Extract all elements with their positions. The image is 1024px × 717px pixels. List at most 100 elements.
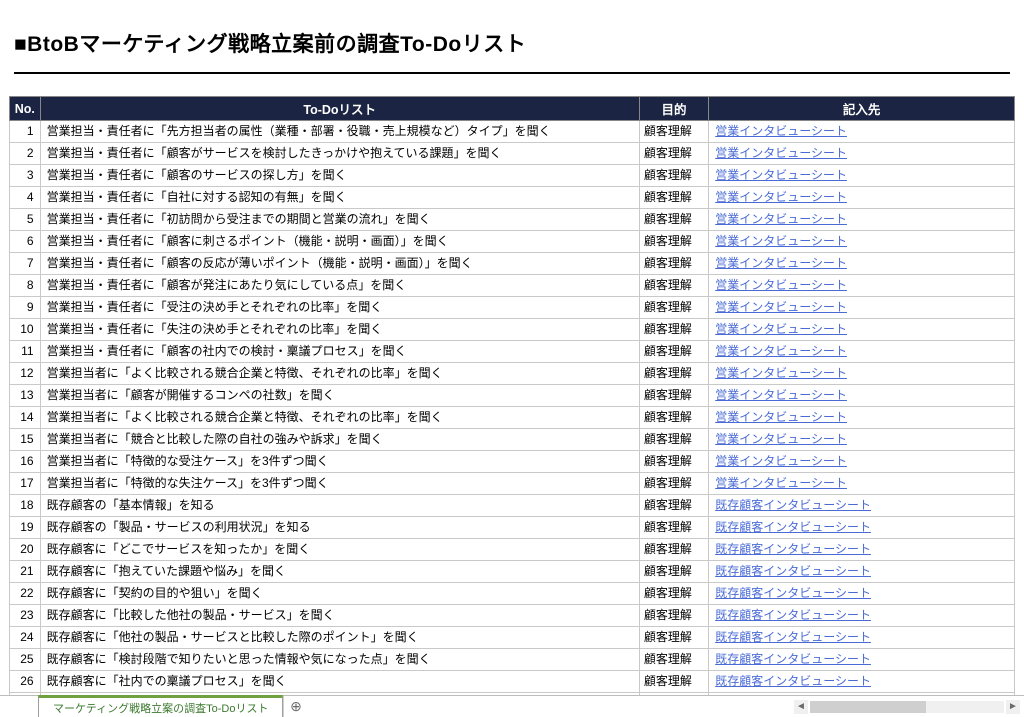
col-header-no: No. — [10, 97, 41, 121]
cell-purpose: 顧客理解 — [639, 649, 708, 671]
cell-link: 営業インタビューシート — [709, 253, 1015, 275]
table-row: 23既存顧客に「比較した他社の製品・サービス」を聞く顧客理解既存顧客インタビュー… — [10, 605, 1015, 627]
table-row: 19既存顧客の「製品・サービスの利用状況」を知る顧客理解既存顧客インタビューシー… — [10, 517, 1015, 539]
cell-link: 営業インタビューシート — [709, 209, 1015, 231]
link-destination[interactable]: 営業インタビューシート — [715, 190, 847, 204]
table-row: 21既存顧客に「抱えていた課題や悩み」を聞く顧客理解既存顧客インタビューシート — [10, 561, 1015, 583]
cell-no: 4 — [10, 187, 41, 209]
cell-purpose: 顧客理解 — [639, 583, 708, 605]
cell-purpose: 顧客理解 — [639, 517, 708, 539]
add-sheet-button[interactable]: ⊕ — [283, 696, 307, 717]
table-row: 3営業担当・責任者に「顧客のサービスの探し方」を聞く顧客理解営業インタビューシー… — [10, 165, 1015, 187]
scroll-thumb[interactable] — [810, 701, 926, 713]
cell-link: 営業インタビューシート — [709, 231, 1015, 253]
cell-purpose: 顧客理解 — [639, 451, 708, 473]
link-destination[interactable]: 営業インタビューシート — [715, 344, 847, 358]
link-destination[interactable]: 営業インタビューシート — [715, 168, 847, 182]
cell-purpose: 顧客理解 — [639, 253, 708, 275]
link-destination[interactable]: 営業インタビューシート — [715, 410, 847, 424]
horizontal-scrollbar[interactable]: ◄ ► — [794, 696, 1024, 717]
cell-link: 既存顧客インタビューシート — [709, 671, 1015, 693]
link-destination[interactable]: 既存顧客インタビューシート — [715, 542, 871, 556]
link-destination[interactable]: 営業インタビューシート — [715, 432, 847, 446]
cell-link: 既存顧客インタビューシート — [709, 627, 1015, 649]
cell-no: 23 — [10, 605, 41, 627]
table-row: 2営業担当・責任者に「顧客がサービスを検討したきっかけや抱えている課題」を聞く顧… — [10, 143, 1015, 165]
link-destination[interactable]: 既存顧客インタビューシート — [715, 652, 871, 666]
link-destination[interactable]: 営業インタビューシート — [715, 300, 847, 314]
cell-purpose: 顧客理解 — [639, 473, 708, 495]
table-row: 6営業担当・責任者に「顧客に刺さるポイント（機能・説明・画面）」を聞く顧客理解営… — [10, 231, 1015, 253]
cell-link: 既存顧客インタビューシート — [709, 583, 1015, 605]
cell-no: 7 — [10, 253, 41, 275]
table-header-row: No. To-Doリスト 目的 記入先 — [10, 97, 1015, 121]
link-destination[interactable]: 既存顧客インタビューシート — [715, 586, 871, 600]
table-row: 10営業担当・責任者に「失注の決め手とそれぞれの比率」を聞く顧客理解営業インタビ… — [10, 319, 1015, 341]
cell-todo: 営業担当・責任者に「自社に対する認知の有無」を聞く — [40, 187, 639, 209]
link-destination[interactable]: 営業インタビューシート — [715, 366, 847, 380]
link-destination[interactable]: 営業インタビューシート — [715, 212, 847, 226]
scroll-left-icon[interactable]: ◄ — [794, 700, 808, 714]
cell-no: 19 — [10, 517, 41, 539]
table-row: 12営業担当者に「よく比較される競合企業と特徴、それぞれの比率」を聞く顧客理解営… — [10, 363, 1015, 385]
cell-link: 営業インタビューシート — [709, 451, 1015, 473]
link-destination[interactable]: 既存顧客インタビューシート — [715, 608, 871, 622]
cell-link: 営業インタビューシート — [709, 121, 1015, 143]
scroll-track[interactable] — [810, 701, 1004, 713]
link-destination[interactable]: 営業インタビューシート — [715, 234, 847, 248]
cell-todo: 既存顧客に「比較した他社の製品・サービス」を聞く — [40, 605, 639, 627]
cell-purpose: 顧客理解 — [639, 275, 708, 297]
cell-no: 25 — [10, 649, 41, 671]
link-destination[interactable]: 既存顧客インタビューシート — [715, 498, 871, 512]
cell-todo: 既存顧客に「どこでサービスを知ったか」を聞く — [40, 539, 639, 561]
cell-link: 営業インタビューシート — [709, 363, 1015, 385]
link-destination[interactable]: 営業インタビューシート — [715, 388, 847, 402]
link-destination[interactable]: 営業インタビューシート — [715, 454, 847, 468]
cell-todo: 営業担当・責任者に「受注の決め手とそれぞれの比率」を聞く — [40, 297, 639, 319]
link-destination[interactable]: 営業インタビューシート — [715, 476, 847, 490]
cell-purpose: 顧客理解 — [639, 187, 708, 209]
cell-todo: 既存顧客の「基本情報」を知る — [40, 495, 639, 517]
table-row: 8営業担当・責任者に「顧客が発注にあたり気にしている点」を聞く顧客理解営業インタ… — [10, 275, 1015, 297]
sheet-tab-bar: マーケティング戦略立案の調査To-Doリスト ⊕ ◄ ► — [0, 695, 1024, 717]
cell-purpose: 顧客理解 — [639, 561, 708, 583]
link-destination[interactable]: 既存顧客インタビューシート — [715, 564, 871, 578]
cell-purpose: 顧客理解 — [639, 209, 708, 231]
link-destination[interactable]: 営業インタビューシート — [715, 256, 847, 270]
link-destination[interactable]: 営業インタビューシート — [715, 124, 847, 138]
cell-link: 既存顧客インタビューシート — [709, 539, 1015, 561]
cell-no: 16 — [10, 451, 41, 473]
cell-no: 8 — [10, 275, 41, 297]
cell-purpose: 顧客理解 — [639, 363, 708, 385]
link-destination[interactable]: 営業インタビューシート — [715, 322, 847, 336]
tab-bar-flex — [307, 696, 794, 717]
cell-purpose: 顧客理解 — [639, 143, 708, 165]
link-destination[interactable]: 営業インタビューシート — [715, 146, 847, 160]
cell-todo: 営業担当者に「よく比較される競合企業と特徴、それぞれの比率」を聞く — [40, 363, 639, 385]
table-row: 18既存顧客の「基本情報」を知る顧客理解既存顧客インタビューシート — [10, 495, 1015, 517]
cell-no: 3 — [10, 165, 41, 187]
table-row: 9営業担当・責任者に「受注の決め手とそれぞれの比率」を聞く顧客理解営業インタビュ… — [10, 297, 1015, 319]
cell-todo: 営業担当・責任者に「顧客に刺さるポイント（機能・説明・画面）」を聞く — [40, 231, 639, 253]
table-row: 14営業担当者に「よく比較される競合企業と特徴、それぞれの比率」を聞く顧客理解営… — [10, 407, 1015, 429]
cell-purpose: 顧客理解 — [639, 319, 708, 341]
scroll-right-icon[interactable]: ► — [1006, 700, 1020, 714]
link-destination[interactable]: 既存顧客インタビューシート — [715, 630, 871, 644]
cell-link: 営業インタビューシート — [709, 429, 1015, 451]
link-destination[interactable]: 既存顧客インタビューシート — [715, 674, 871, 688]
cell-link: 営業インタビューシート — [709, 143, 1015, 165]
cell-todo: 営業担当・責任者に「顧客の反応が薄いポイント（機能・説明・画面）」を聞く — [40, 253, 639, 275]
cell-todo: 既存顧客に「抱えていた課題や悩み」を聞く — [40, 561, 639, 583]
link-destination[interactable]: 既存顧客インタビューシート — [715, 520, 871, 534]
cell-purpose: 顧客理解 — [639, 121, 708, 143]
sheet-tab-active[interactable]: マーケティング戦略立案の調査To-Doリスト — [38, 695, 283, 717]
cell-no: 9 — [10, 297, 41, 319]
col-header-purpose: 目的 — [639, 97, 708, 121]
cell-link: 営業インタビューシート — [709, 407, 1015, 429]
cell-no: 18 — [10, 495, 41, 517]
cell-purpose: 顧客理解 — [639, 385, 708, 407]
cell-purpose: 顧客理解 — [639, 407, 708, 429]
link-destination[interactable]: 営業インタビューシート — [715, 278, 847, 292]
cell-link: 営業インタビューシート — [709, 341, 1015, 363]
table-row: 13営業担当者に「顧客が開催するコンペの社数」を聞く顧客理解営業インタビューシー… — [10, 385, 1015, 407]
